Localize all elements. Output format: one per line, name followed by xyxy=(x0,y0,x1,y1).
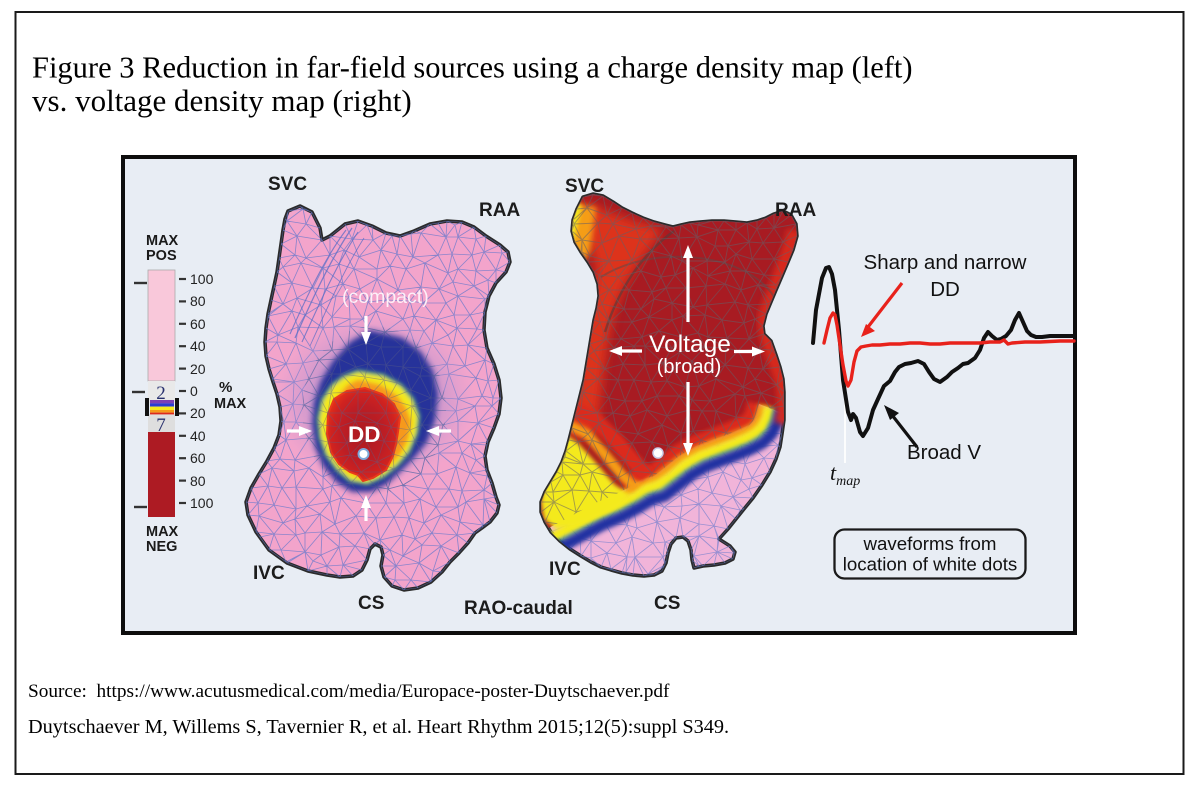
svg-text:7: 7 xyxy=(156,415,166,436)
svg-text:waveforms from: waveforms from xyxy=(863,533,997,554)
svg-text:SVC: SVC xyxy=(565,176,604,197)
svg-text:POS: POS xyxy=(146,248,177,264)
svg-text:location of white dots: location of white dots xyxy=(843,554,1018,575)
svg-text:SVC: SVC xyxy=(268,174,307,195)
svg-text:MAX: MAX xyxy=(214,396,247,412)
svg-text:20: 20 xyxy=(190,361,206,377)
svg-text:Sharp and narrow: Sharp and narrow xyxy=(864,251,1027,274)
svg-text:MAX: MAX xyxy=(146,233,179,249)
svg-text:DD: DD xyxy=(348,422,381,447)
svg-text:Source: https://www.acutusmed: Source: https://www.acutusmedical.com/me… xyxy=(28,681,670,702)
svg-text:Duytschaever M, Willems S, Tav: Duytschaever M, Willems S, Tavernier R, … xyxy=(28,716,729,738)
svg-text:(broad): (broad) xyxy=(657,356,721,378)
svg-text:CS: CS xyxy=(358,593,384,614)
svg-text:40: 40 xyxy=(190,338,206,354)
svg-text:0: 0 xyxy=(190,383,198,399)
svg-text:Figure 3 Reduction in far-fiel: Figure 3 Reduction in far-field sources … xyxy=(32,51,913,85)
svg-text:IVC: IVC xyxy=(549,559,581,580)
svg-text:80: 80 xyxy=(190,473,206,489)
svg-text:80: 80 xyxy=(190,293,206,309)
svg-text:60: 60 xyxy=(190,316,206,332)
svg-text:DD: DD xyxy=(930,278,960,301)
svg-text:RAA: RAA xyxy=(479,200,520,221)
svg-text:60: 60 xyxy=(190,450,206,466)
svg-text:Broad V: Broad V xyxy=(907,441,981,464)
svg-text:RAO-caudal: RAO-caudal xyxy=(464,598,573,619)
svg-text:IVC: IVC xyxy=(253,563,285,584)
svg-text:100: 100 xyxy=(190,495,214,511)
svg-text:40: 40 xyxy=(190,428,206,444)
svg-text:20: 20 xyxy=(190,405,206,421)
svg-text:(compact): (compact) xyxy=(342,286,429,308)
svg-text:Voltage: Voltage xyxy=(649,331,731,358)
svg-text:2: 2 xyxy=(156,383,166,404)
svg-text:vs. voltage density map (right: vs. voltage density map (right) xyxy=(32,83,412,118)
svg-text:100: 100 xyxy=(190,271,214,287)
svg-text:CS: CS xyxy=(654,593,680,614)
svg-text:%: % xyxy=(219,379,232,396)
svg-text:NEG: NEG xyxy=(146,539,177,555)
svg-text:RAA: RAA xyxy=(775,200,816,221)
svg-text:MAX: MAX xyxy=(146,524,179,540)
